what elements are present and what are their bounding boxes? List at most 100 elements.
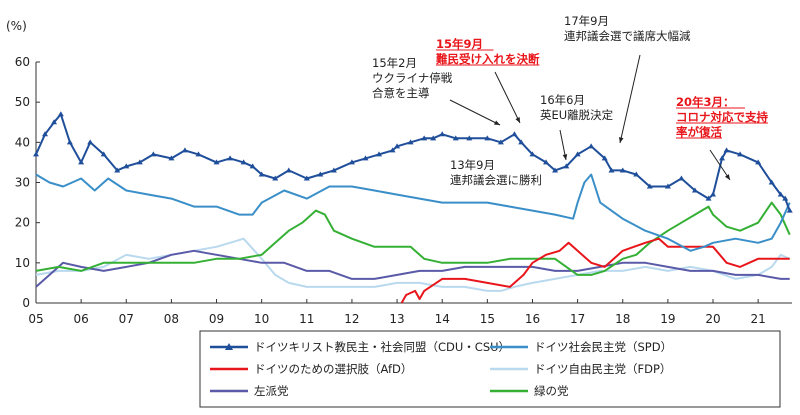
annotation-arrowhead [562, 154, 568, 160]
annotation-arrow [709, 149, 731, 181]
legend-label: 左派党 [254, 384, 289, 398]
y-tick-label: 40 [15, 135, 30, 149]
data-point-marker [227, 155, 234, 161]
data-point-marker [719, 155, 726, 161]
data-point-marker [407, 139, 414, 145]
annotation-text: 連邦議会選に勝利 [450, 173, 542, 187]
data-point-marker [563, 163, 570, 169]
data-point-marker [439, 131, 446, 137]
annotation-arrowhead [494, 120, 500, 125]
data-point-marker [511, 131, 518, 137]
series-line [35, 201, 791, 276]
y-tick-label: 10 [15, 256, 30, 270]
y-tick-label: 60 [15, 55, 30, 69]
x-tick-label: 20 [705, 312, 720, 326]
series-line [400, 237, 790, 304]
data-point-marker [664, 183, 671, 189]
data-point-marker [543, 159, 550, 165]
legend-marker [225, 343, 233, 350]
data-point-marker [484, 135, 491, 141]
series-line [35, 173, 791, 252]
y-tick-label: 20 [15, 216, 30, 230]
legend-label: ドイツキリスト教民主・社会同盟（CDU・CSU） [254, 340, 510, 354]
annotation-arrow [494, 71, 521, 124]
x-tick-label: 15 [480, 312, 495, 326]
data-point-marker [303, 175, 310, 181]
data-point-marker [181, 147, 188, 153]
data-point-marker [782, 195, 789, 201]
data-point-marker [258, 171, 265, 177]
data-point-marker [737, 151, 744, 157]
annotation-arrowhead [724, 174, 730, 180]
annotation-text: 15年9月 [436, 37, 483, 51]
data-point-marker [646, 183, 653, 189]
data-point-marker [87, 139, 94, 145]
annotation-arrowhead [618, 137, 624, 143]
data-point-marker [78, 159, 85, 165]
data-point-marker [529, 151, 536, 157]
annotation-arrow [619, 54, 641, 144]
data-point-marker [710, 191, 717, 197]
data-point-marker [777, 191, 784, 197]
y-axis-unit-label: (%) [6, 19, 27, 33]
annotation-text: 17年9月 [564, 14, 609, 28]
x-tick-label: 19 [660, 312, 675, 326]
data-point-marker [786, 207, 793, 213]
axes: 0 10 20 30 40 50 60 05 06 07 08 09 10 11 12 13 14 15 16 17 1… [15, 55, 792, 326]
annotation-text: 15年2月 [372, 56, 417, 70]
series-line [35, 113, 791, 211]
data-point-marker [678, 175, 685, 181]
data-point-marker [430, 135, 437, 141]
data-point-marker [51, 119, 58, 125]
data-point-marker [633, 171, 640, 177]
x-tick-label: 08 [164, 312, 179, 326]
data-point-marker [240, 159, 247, 165]
y-tick-label: 50 [15, 95, 30, 109]
data-point-marker [330, 167, 337, 173]
data-point-marker [317, 171, 324, 177]
data-point-marker [123, 163, 130, 169]
x-tick-label: 18 [615, 312, 630, 326]
data-point-marker [42, 131, 49, 137]
x-tick-label: 10 [254, 312, 269, 326]
data-point-marker [136, 159, 143, 165]
data-point-marker [394, 143, 401, 149]
data-point-marker [518, 139, 525, 145]
annotation-text: 13年9月 [450, 158, 495, 172]
data-point-marker [466, 135, 473, 141]
y-tick-label: 30 [15, 176, 30, 190]
data-point-marker [588, 143, 595, 149]
data-point-marker [168, 155, 175, 161]
annotation-text: 率が復活 [676, 125, 722, 139]
x-tick-label: 12 [344, 312, 359, 326]
data-point-marker [285, 167, 292, 173]
data-point-marker [376, 151, 383, 157]
annotation-arrow [449, 99, 501, 126]
data-point-marker [723, 147, 730, 153]
data-point-marker [114, 167, 121, 173]
annotation-text: コロナ対応で支持 [676, 110, 768, 124]
annotation-text: 難民受け入れを決断 [436, 52, 540, 66]
y-tick-label: 0 [22, 296, 30, 310]
legend: ドイツキリスト教民主・社会同盟（CDU・CSU） ドイツ社会民主党（SPD） ドイツ… [199, 330, 781, 408]
data-point-marker [389, 147, 396, 153]
data-point-marker [150, 151, 157, 157]
series-line [35, 249, 790, 288]
data-point-marker [213, 159, 220, 165]
data-point-marker [755, 159, 762, 165]
data-point-marker [348, 159, 355, 165]
annotation-text: ウクライナ停戦 [372, 71, 453, 85]
x-tick-label: 13 [389, 312, 404, 326]
data-point-marker [705, 195, 712, 201]
annotation-text: 連邦議会選で議席大幅減 [564, 29, 691, 43]
annotation-text: 英EU離脱決定 [540, 108, 614, 122]
legend-label: ドイツ自由民主党（FDP） [534, 362, 671, 376]
legend-label: ドイツのための選択肢（AfD） [254, 362, 412, 376]
data-point-marker [100, 151, 107, 157]
